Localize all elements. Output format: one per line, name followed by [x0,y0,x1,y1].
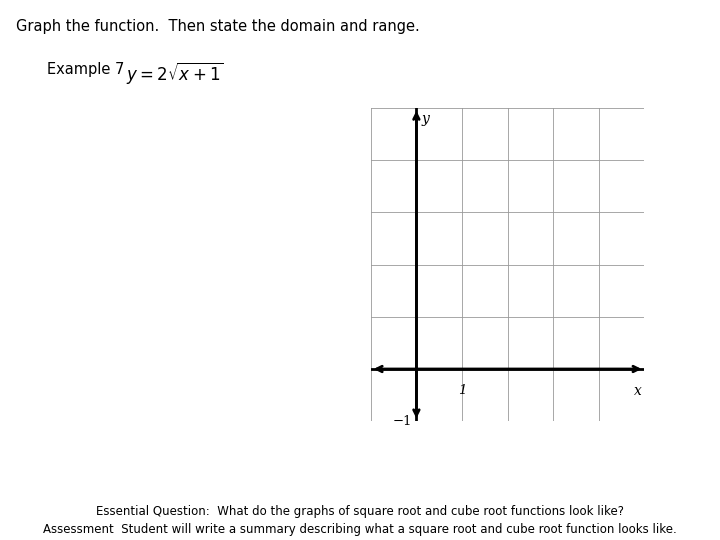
Text: Essential Question:  What do the graphs of square root and cube root functions l: Essential Question: What do the graphs o… [96,505,624,518]
Text: Graph the function.  Then state the domain and range.: Graph the function. Then state the domai… [16,19,420,34]
Text: y: y [422,112,430,126]
Text: −1: −1 [392,415,412,428]
Text: Assessment  Student will write a summary describing what a square root and cube : Assessment Student will write a summary … [43,523,677,536]
Text: $y = 2\sqrt{x+1}$: $y = 2\sqrt{x+1}$ [126,60,224,86]
Text: x: x [634,383,642,397]
Text: Example 7: Example 7 [47,62,124,77]
Text: 1: 1 [458,383,466,396]
